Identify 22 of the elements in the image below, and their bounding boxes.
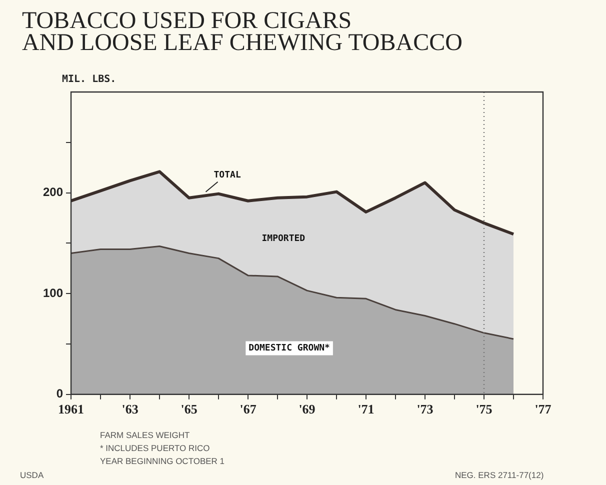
text: USDA	[20, 470, 44, 480]
x-tick-label: '73	[416, 402, 434, 417]
x-tick-label: '69	[298, 402, 316, 417]
x-tick-label: 1961	[58, 402, 84, 417]
text: FARM SALES WEIGHT	[100, 430, 190, 440]
series-label: IMPORTED	[262, 234, 306, 244]
text: * INCLUDES PUERTO RICO	[100, 443, 210, 453]
y-tick-label: 100	[42, 286, 64, 300]
x-tick-label: '75	[476, 402, 493, 417]
series-label: DOMESTIC GROWN*	[248, 344, 330, 354]
x-tick-label: '65	[180, 402, 198, 417]
x-tick-label: '77	[534, 402, 552, 417]
x-tick-label: '63	[122, 402, 139, 417]
annotation: TOTAL	[214, 170, 242, 181]
text: YEAR BEGINNING OCTOBER 1	[100, 456, 225, 466]
x-tick-label: '67	[240, 402, 257, 417]
x-tick-label: '71	[358, 402, 374, 417]
y-tick-label: 0	[56, 386, 64, 401]
text: NEG. ERS 2711-77(12)	[455, 470, 544, 480]
y-tick-label: 200	[42, 185, 64, 200]
y-axis-title: MIL. LBS.	[62, 74, 116, 85]
chart-title: TOBACCO USED FOR CIGARS AND LOOSE LEAF CHEWING TOBACCO	[22, 8, 462, 56]
